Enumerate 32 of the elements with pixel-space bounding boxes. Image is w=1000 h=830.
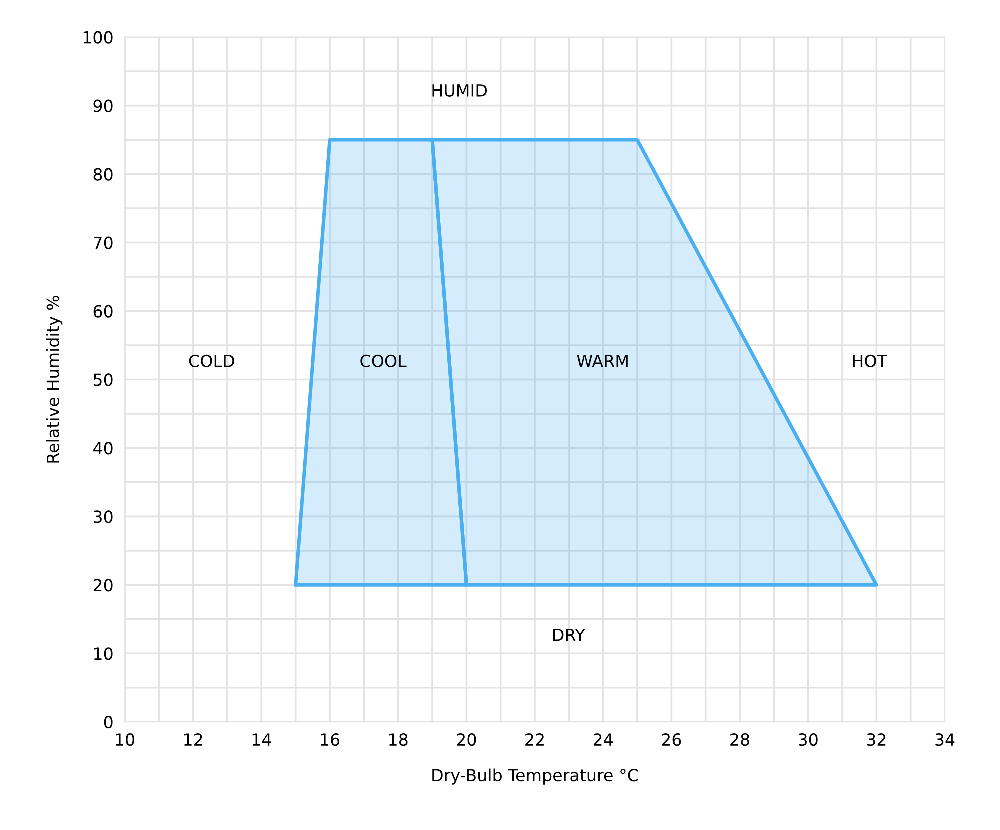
x-tick-label: 26 (662, 734, 682, 746)
annotation: HOT (853, 354, 888, 368)
y-axis-title: Relative Humidity % (46, 296, 63, 463)
x-tick-label: 12 (184, 734, 202, 746)
y-tick-label: 60 (94, 305, 113, 318)
y-tick-label: 90 (94, 100, 113, 112)
x-tick-label: 24 (594, 734, 613, 746)
x-tick-label: 30 (799, 734, 818, 746)
y-tick-label: 30 (94, 510, 113, 524)
annotation: WARM (577, 355, 628, 368)
x-tick-label: 22 (526, 734, 544, 746)
x-axis-title: Dry-Bulb Temperature °C (432, 768, 638, 785)
y-tick-label: 40 (93, 442, 113, 455)
annotation: COOL (360, 354, 407, 368)
x-tick-label: 18 (390, 734, 408, 746)
annotation: HUMID (432, 84, 488, 97)
y-tick-label: 0 (104, 716, 113, 729)
x-tick-label: 32 (867, 734, 886, 746)
x-tick-label: 14 (252, 734, 272, 746)
y-tick-label: 80 (94, 168, 113, 181)
x-tick-label: 20 (457, 734, 476, 746)
y-tick-label: 20 (94, 579, 113, 592)
x-tick-label: 10 (116, 734, 134, 746)
y-tick-label: 100 (84, 31, 113, 44)
y-tick-label: 10 (94, 648, 113, 660)
y-tick-label: 50 (94, 374, 113, 386)
annotation: DRY (553, 628, 586, 642)
x-tick-label: 34 (936, 734, 955, 746)
annotation: COLD (189, 354, 234, 368)
x-tick-label: 28 (730, 734, 750, 746)
x-tick-label: 16 (321, 734, 340, 746)
y-tick-label: 70 (94, 236, 113, 250)
